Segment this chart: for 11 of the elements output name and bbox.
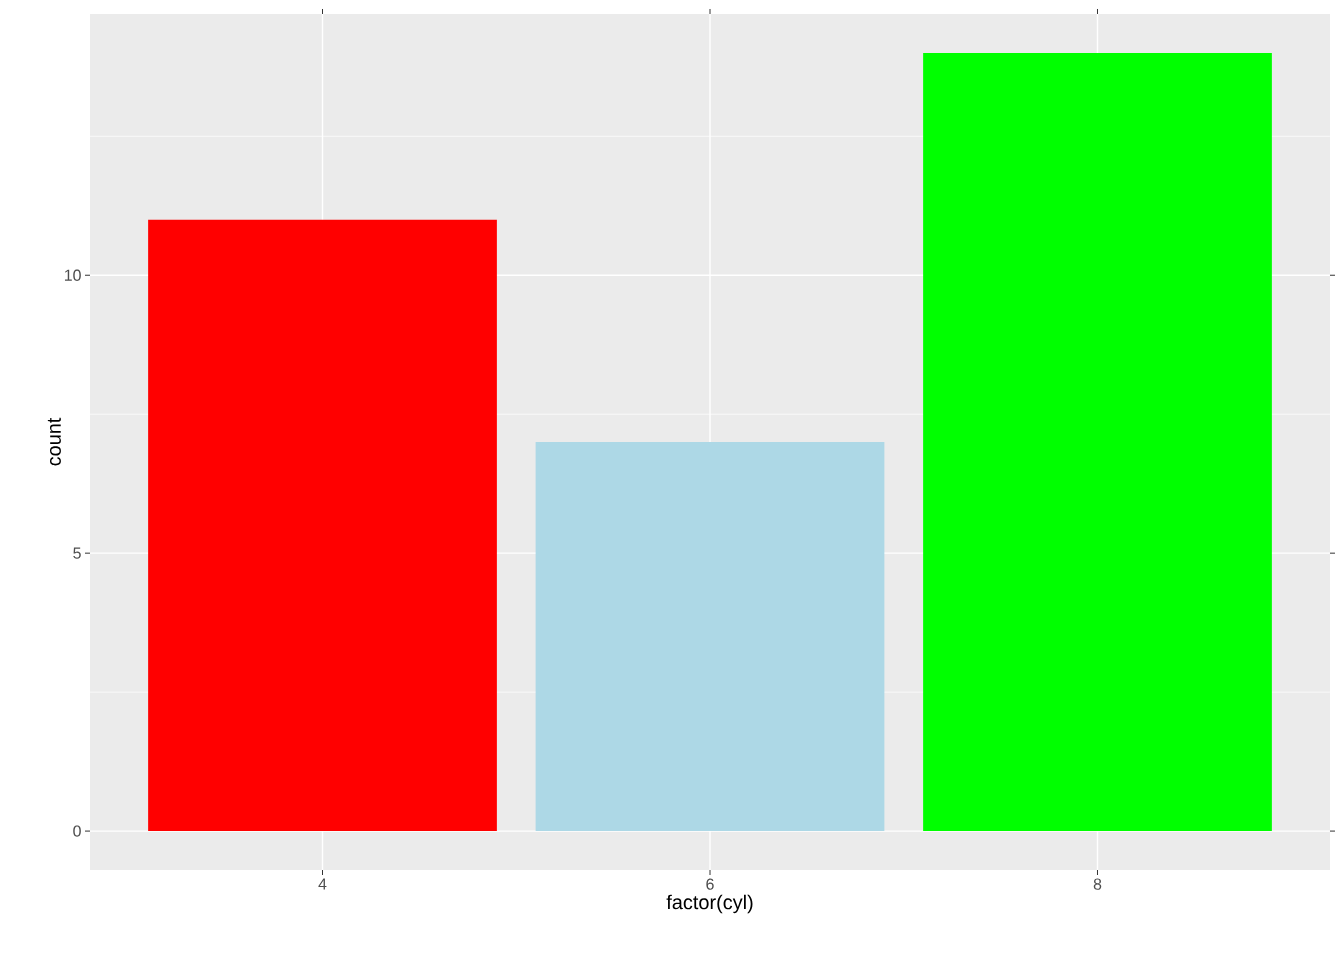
y-tick-label: 5 <box>73 547 81 559</box>
bar <box>148 219 497 832</box>
x-tick-label: 8 <box>1093 878 1102 890</box>
y-tick-label: 0 <box>73 825 81 837</box>
bar <box>535 442 885 832</box>
y-tick-label: 10 <box>64 269 81 281</box>
y-axis-title: count <box>47 417 61 466</box>
x-tick-label: 4 <box>318 878 327 890</box>
x-axis-title: factor(cyl) <box>666 894 753 914</box>
bar <box>923 52 1272 832</box>
x-tick-label: 6 <box>706 878 714 890</box>
